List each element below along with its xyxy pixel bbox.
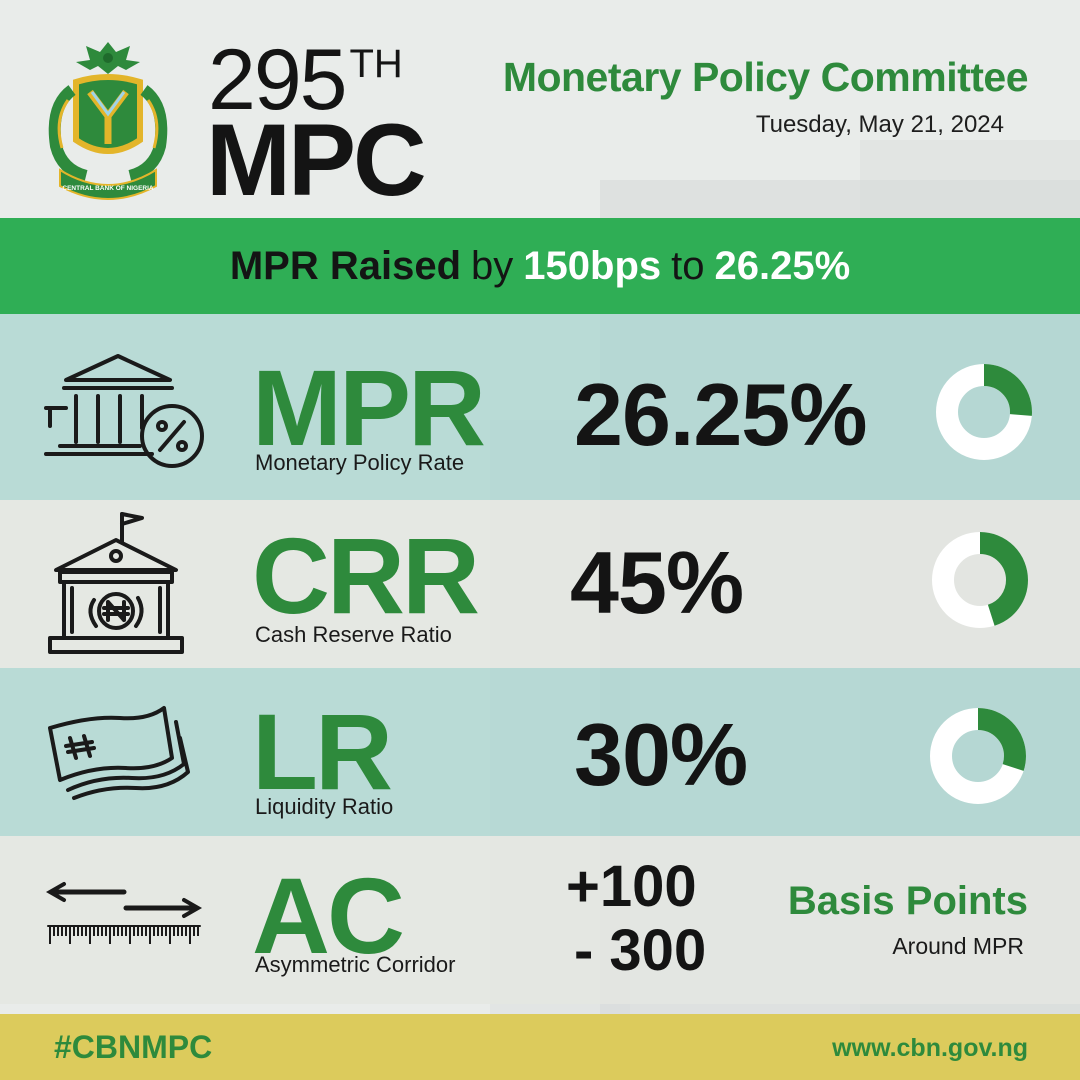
corridor-abbr: AC [252, 855, 405, 976]
rate-name: Monetary Policy Rate [255, 450, 465, 475]
seal-text: CENTRAL BANK OF NIGERIA [62, 185, 154, 192]
basis-points-title: Basis Points [787, 879, 1028, 923]
banner-part4: to [671, 243, 705, 288]
banner-part3: 150bps [523, 243, 662, 288]
header: CENTRAL BANK OF NIGERIA 295 TH MPC Moneta… [0, 0, 1080, 218]
bank-naira-icon [48, 512, 184, 654]
rate-name: Cash Reserve Ratio [255, 622, 452, 647]
rate-donut [930, 708, 1026, 804]
rate-row-crr: CRR Cash Reserve Ratio 45% [0, 500, 1080, 668]
donut-fill [932, 532, 1028, 628]
rate-abbr: MPR [252, 347, 486, 468]
banner-part5: 26.25% [714, 243, 851, 288]
corridor-lower: - 300 [574, 918, 707, 983]
rate-donut [932, 532, 1028, 628]
ruler-arrows-icon [45, 882, 203, 944]
rate-abbr: CRR [252, 515, 480, 636]
rate-value: 45% [570, 533, 744, 632]
banner-part1: MPR Raised [229, 243, 462, 288]
basis-points-sub: Around MPR [892, 933, 1024, 959]
rate-value: 26.25% [574, 365, 867, 464]
rate-abbr: LR [252, 691, 393, 812]
meeting-label: MPC [206, 103, 427, 217]
cbn-seal-logo: CENTRAL BANK OF NIGERIA [48, 42, 168, 200]
rate-name: Liquidity Ratio [255, 794, 394, 819]
donut-fill [936, 364, 1032, 460]
rate-row-mpr: MPR Monetary Policy Rate 26.25% [0, 314, 1080, 500]
bank-percent-icon [44, 354, 204, 468]
meeting-number: 295 TH [208, 32, 403, 128]
rate-row-lr: LR Liquidity Ratio 30% [0, 668, 1080, 836]
committee-title: Monetary Policy Committee [502, 54, 1029, 100]
corridor-name: Asymmetric Corridor [255, 952, 456, 977]
rate-donut [936, 364, 1032, 460]
hashtag: #CBNMPC [54, 1029, 213, 1065]
footer-bar: #CBNMPC www.cbn.gov.ng [0, 1014, 1080, 1080]
corridor-upper: +100 [566, 854, 697, 919]
meeting-date: Tuesday, May 21, 2024 [755, 111, 1004, 138]
naira-notes-icon [48, 706, 190, 800]
meeting-suffix: TH [349, 42, 403, 86]
donut-fill [930, 708, 1026, 804]
rate-value: 30% [574, 705, 748, 804]
headline-banner: MPR Raised by 150bps to 26.25% [0, 218, 1080, 314]
website-link[interactable]: www.cbn.gov.ng [832, 1034, 1028, 1062]
rate-row-ac: AC Asymmetric Corridor +100 - 300 Basis … [0, 836, 1080, 1004]
banner-part2: by [471, 243, 514, 288]
